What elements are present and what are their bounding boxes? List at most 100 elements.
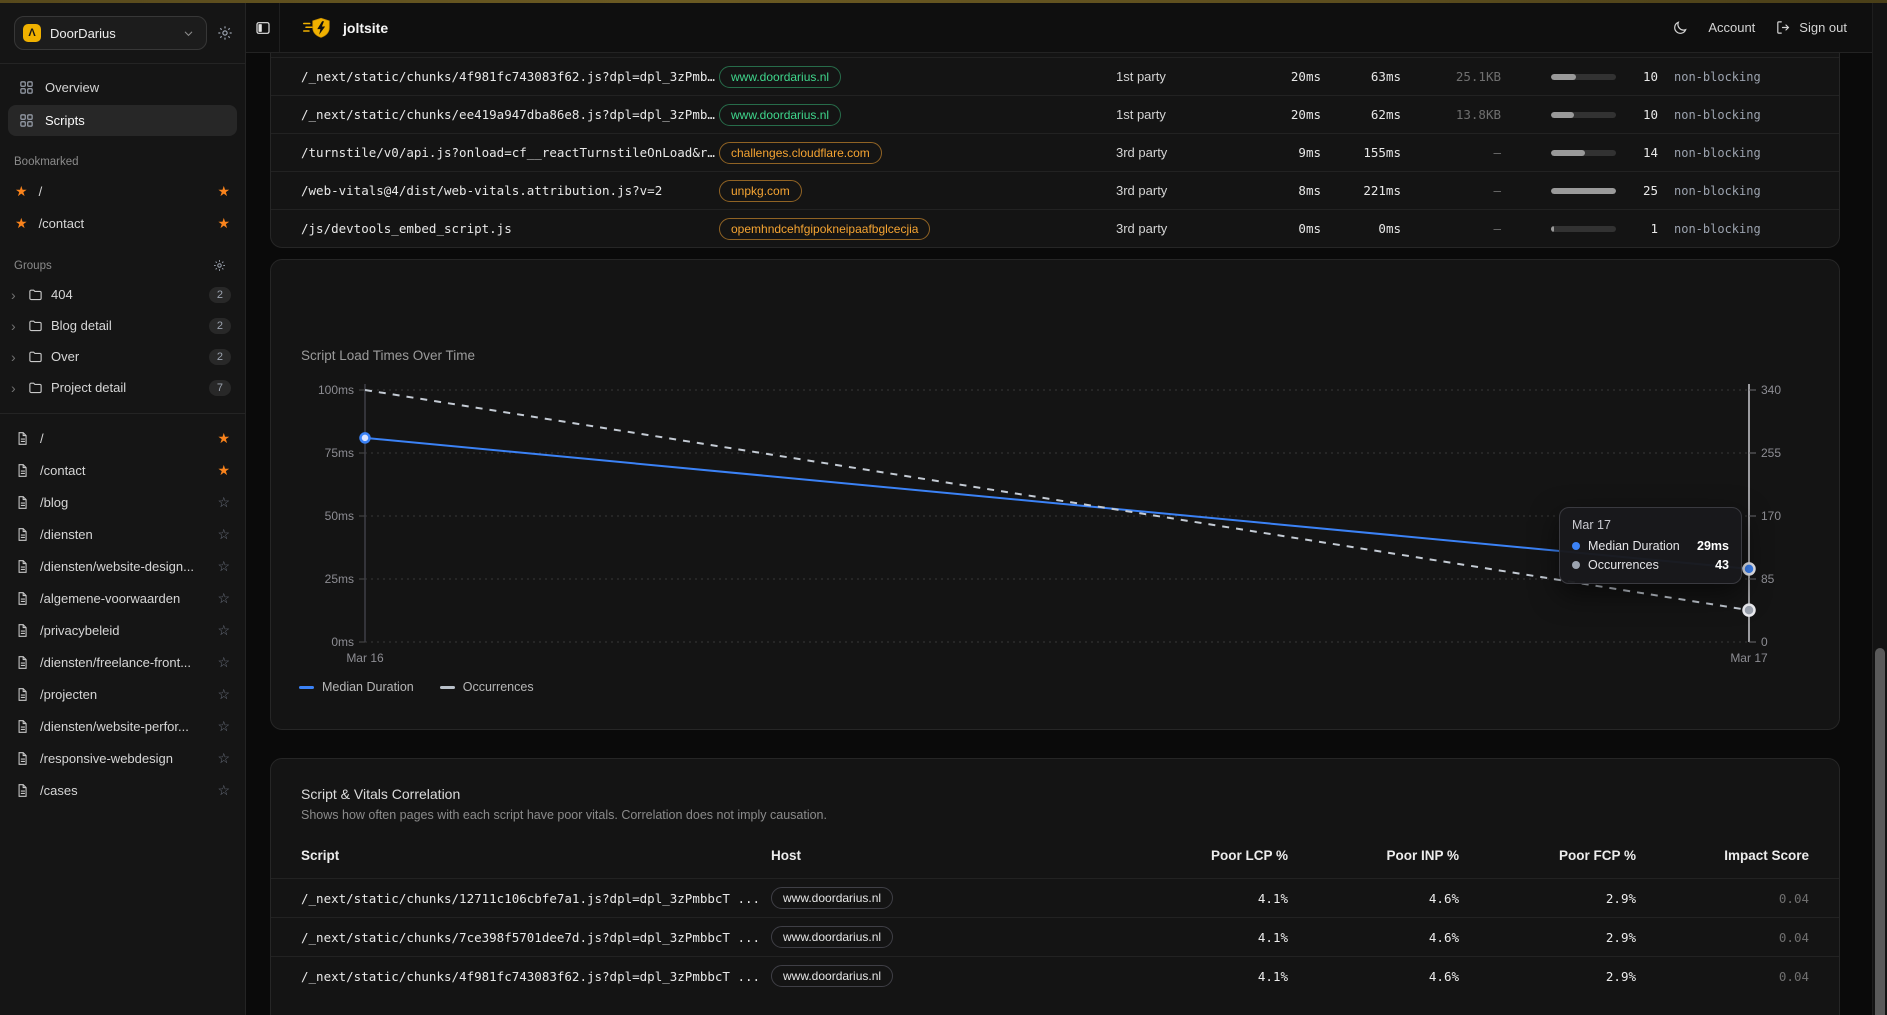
scrollbar-thumb[interactable] (1875, 648, 1885, 1015)
page-star-icon[interactable] (217, 751, 230, 765)
page-item[interactable]: /diensten (0, 518, 245, 550)
groups-settings-gear-icon[interactable] (213, 259, 226, 272)
page-star-icon[interactable] (217, 527, 230, 541)
top-accent-bar (0, 0, 1887, 3)
scripts-table-rows: /_next/static/chunks/4f981fc743083f62.js… (271, 57, 1839, 247)
col-header-impact: Impact Score (1636, 848, 1809, 863)
account-button[interactable]: Account (1704, 14, 1759, 41)
usage-bar (1551, 188, 1616, 194)
group-name: Over (51, 349, 79, 364)
host-badge: www.doordarius.nl (719, 104, 841, 126)
blocking-cell: non-blocking (1658, 70, 1839, 84)
x-axis-label: Mar 16 (346, 651, 384, 665)
host-badge: www.doordarius.nl (719, 66, 841, 88)
topbar-actions: Account Sign out (1668, 14, 1887, 42)
page-item[interactable]: /contact (0, 454, 245, 486)
workspace-selector[interactable]: Λ DoorDarius (14, 16, 207, 50)
panel-left-icon (255, 20, 271, 36)
host-badge: unpkg.com (719, 180, 802, 202)
page-star-icon[interactable] (217, 559, 230, 573)
group-item[interactable]: › Over 2 (0, 341, 245, 372)
legend-item[interactable]: Occurrences (440, 680, 534, 694)
page-star-icon[interactable] (217, 463, 230, 477)
page-star-icon[interactable] (217, 687, 230, 701)
group-item[interactable]: › 404 2 (0, 279, 245, 310)
usage-bar (1551, 112, 1616, 118)
page-item[interactable]: /projecten (0, 678, 245, 710)
load-times-chart-card: Script Load Times Over Time 100ms75ms50m… (270, 259, 1840, 730)
page-item[interactable]: /privacybeleid (0, 614, 245, 646)
chevron-right-icon: › (11, 350, 20, 364)
group-item[interactable]: › Blog detail 2 (0, 310, 245, 341)
page-path: /diensten/website-design... (40, 559, 194, 574)
page-item[interactable]: /diensten/website-design... (0, 550, 245, 582)
page-star-icon[interactable] (217, 719, 230, 733)
count-cell: 10 (1631, 107, 1658, 122)
legend-item[interactable]: Median Duration (299, 680, 414, 694)
page-path: /projecten (40, 687, 97, 702)
chart-legend: Median Duration Occurrences (299, 680, 534, 694)
vertical-scrollbar[interactable] (1872, 3, 1887, 1015)
host-badge: www.doordarius.nl (771, 965, 893, 987)
bookmarked-item[interactable]: /contact (0, 207, 245, 239)
group-count-badge: 2 (209, 349, 231, 365)
groups-list: › 404 2 › Blog detail 2 › (0, 279, 245, 403)
correlation-row: /_next/static/chunks/4f981fc743083f62.js… (271, 956, 1839, 995)
page-item[interactable]: /responsive-webdesign (0, 742, 245, 774)
page-star-icon[interactable] (217, 431, 230, 445)
theme-toggle-moon-icon[interactable] (1668, 14, 1692, 42)
right-axis-label: 170 (1761, 509, 1781, 523)
page-item[interactable]: /cases (0, 774, 245, 806)
page-star-icon[interactable] (217, 655, 230, 669)
sidebar-nav-item[interactable]: Scripts (8, 105, 237, 136)
signout-label: Sign out (1799, 20, 1847, 35)
script-row[interactable]: /web-vitals@4/dist/web-vitals.attributio… (271, 171, 1839, 209)
sidebar-nav-item[interactable]: Overview (8, 72, 237, 103)
bookmark-toggle-star-icon[interactable] (217, 216, 230, 230)
correlation-row: /_next/static/chunks/7ce398f5701dee7d.js… (271, 917, 1839, 956)
left-axis-label: 75ms (325, 446, 354, 460)
script-row[interactable]: /_next/static/chunks/4f981fc743083f62.js… (271, 57, 1839, 95)
poor-inp-cell: 4.6% (1288, 891, 1459, 906)
signout-button[interactable]: Sign out (1771, 14, 1851, 41)
page-document-icon (15, 495, 29, 510)
nav-item-icon (19, 113, 34, 128)
script-row[interactable]: /turnstile/v0/api.js?onload=cf__reactTur… (271, 133, 1839, 171)
bookmark-toggle-star-icon[interactable] (217, 184, 230, 198)
page-star-icon[interactable] (217, 495, 230, 509)
count-cell: 14 (1631, 145, 1658, 160)
left-axis-label: 50ms (325, 509, 354, 523)
page-star-icon[interactable] (217, 591, 230, 605)
party-cell: 3rd party (1101, 145, 1231, 160)
duration-cell: 155ms (1321, 145, 1401, 160)
pages-list: / /contact /blog (0, 422, 245, 806)
impact-score-cell: 0.04 (1636, 891, 1809, 906)
page-item[interactable]: / (0, 422, 245, 454)
legend-label: Occurrences (463, 680, 534, 694)
duration-cell: 62ms (1321, 107, 1401, 122)
script-row[interactable]: /js/devtools_embed_script.js opemhndcehf… (271, 209, 1839, 247)
sidebar-toggle-button[interactable] (246, 3, 280, 52)
workspace-settings-gear-icon[interactable] (217, 25, 233, 41)
load-times-chart: 100ms75ms50ms25ms0ms340255170850Mar 16Ma… (271, 260, 1841, 731)
page-item[interactable]: /diensten/freelance-front... (0, 646, 245, 678)
page-star-icon[interactable] (217, 783, 230, 797)
page-item[interactable]: /algemene-voorwaarden (0, 582, 245, 614)
bookmarked-item[interactable]: / (0, 175, 245, 207)
usage-bar (1551, 150, 1616, 156)
count-cell: 10 (1631, 69, 1658, 84)
group-item[interactable]: › Project detail 7 (0, 372, 245, 403)
page-item[interactable]: /diensten/website-perfor... (0, 710, 245, 742)
series-end-point (1744, 563, 1755, 574)
blocking-cell: non-blocking (1658, 108, 1839, 122)
series-start-point (361, 433, 370, 442)
size-cell: 13.8KB (1401, 107, 1501, 122)
startup-cell: 8ms (1231, 183, 1321, 198)
tooltip-date: Mar 17 (1572, 518, 1729, 532)
script-row[interactable]: /_next/static/chunks/ee419a947dba86e8.js… (271, 95, 1839, 133)
page-document-icon (15, 431, 29, 446)
page-item[interactable]: /blog (0, 486, 245, 518)
page-star-icon[interactable] (217, 623, 230, 637)
legend-swatch-icon (299, 686, 314, 689)
right-axis-label: 340 (1761, 383, 1781, 397)
